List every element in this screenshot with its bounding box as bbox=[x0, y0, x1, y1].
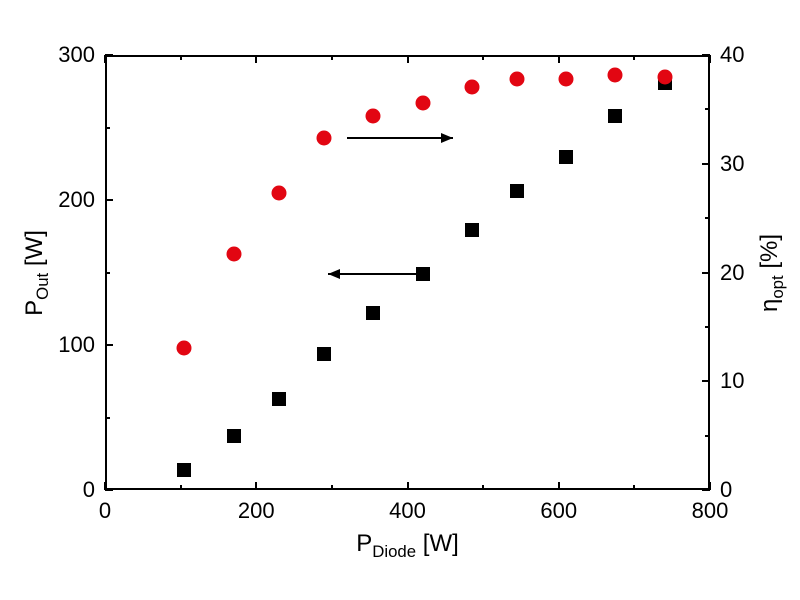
marker-square bbox=[608, 109, 622, 123]
marker-square bbox=[227, 429, 241, 443]
marker-circle bbox=[657, 69, 672, 84]
y-right-tick-label: 0 bbox=[720, 477, 732, 503]
marker-square bbox=[559, 150, 573, 164]
marker-circle bbox=[464, 79, 479, 94]
marker-circle bbox=[510, 71, 525, 86]
marker-square bbox=[366, 306, 380, 320]
dual-axis-scatter-chart: 0200400600800PDiode [W]0100200300POut [W… bbox=[0, 0, 800, 600]
marker-circle bbox=[415, 95, 430, 110]
x-axis-title: PDiode [W] bbox=[356, 530, 459, 562]
y-right-tick-label: 20 bbox=[720, 260, 744, 286]
y-right-axis-title: ηopt [%] bbox=[756, 233, 788, 311]
annotation-arrow bbox=[347, 137, 453, 139]
marker-square bbox=[177, 463, 191, 477]
y-left-tick-label: 0 bbox=[83, 477, 95, 503]
x-tick-label: 600 bbox=[540, 498, 577, 524]
marker-circle bbox=[226, 247, 241, 262]
y-right-tick-label: 10 bbox=[720, 368, 744, 394]
marker-circle bbox=[271, 186, 286, 201]
marker-square bbox=[272, 392, 286, 406]
y-left-axis-title: POut [W] bbox=[21, 230, 53, 316]
annotation-arrow bbox=[328, 273, 430, 275]
x-tick-label: 200 bbox=[238, 498, 275, 524]
y-left-tick-label: 100 bbox=[58, 332, 95, 358]
marker-square bbox=[317, 347, 331, 361]
marker-circle bbox=[608, 67, 623, 82]
y-right-tick-label: 30 bbox=[720, 151, 744, 177]
x-tick-label: 400 bbox=[389, 498, 426, 524]
marker-circle bbox=[317, 130, 332, 145]
x-tick-label: 0 bbox=[99, 498, 111, 524]
y-left-tick-label: 200 bbox=[58, 187, 95, 213]
marker-square bbox=[465, 223, 479, 237]
marker-circle bbox=[559, 71, 574, 86]
y-left-tick-label: 300 bbox=[58, 42, 95, 68]
y-right-tick-label: 40 bbox=[720, 42, 744, 68]
marker-circle bbox=[177, 340, 192, 355]
marker-circle bbox=[366, 108, 381, 123]
marker-square bbox=[510, 184, 524, 198]
